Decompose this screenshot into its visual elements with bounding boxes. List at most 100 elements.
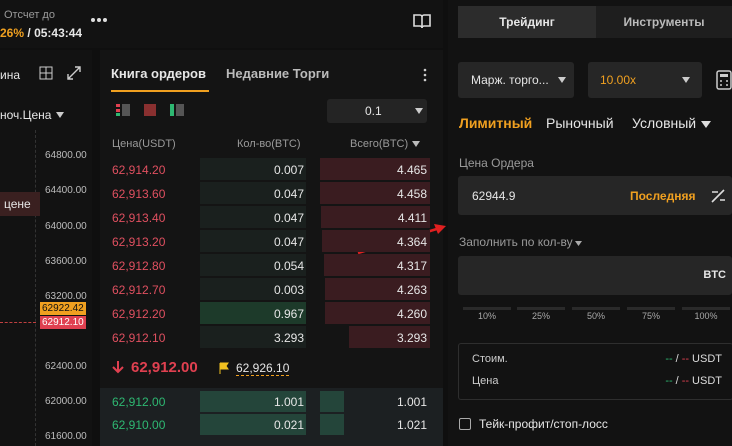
top-bar: [0, 0, 443, 48]
percent-label: 50%: [586, 311, 605, 321]
order-type-active[interactable]: Лимитный: [459, 115, 533, 131]
flag-icon: [219, 362, 229, 374]
summary-sep: /: [675, 353, 679, 365]
depth-bar: [322, 230, 430, 252]
ask-qty: 0.003: [273, 283, 304, 297]
book-icon[interactable]: [413, 13, 431, 29]
margin-select[interactable]: Марж. торго...: [458, 62, 574, 98]
ask-total: 4.465: [396, 163, 427, 177]
slider-segment: [572, 307, 620, 310]
summary-value: -- / -- USDT: [662, 375, 722, 387]
grid-line: [35, 130, 36, 446]
tab[interactable]: Инструменты: [623, 15, 705, 29]
ask-total: 4.411: [397, 211, 427, 225]
last-button[interactable]: Последняя: [630, 189, 696, 203]
bid-price: 62,912.00: [112, 395, 166, 409]
ask-qty: 0.054: [273, 259, 304, 273]
ask-price: 62,912.10: [112, 331, 166, 345]
axis-label: 62000.00: [45, 396, 87, 407]
precision-select[interactable]: 0.1: [327, 99, 427, 123]
depth-bar: [321, 206, 430, 228]
ask-price: 62,913.60: [112, 187, 166, 201]
depth-bar: [323, 254, 430, 276]
interval[interactable]: ина: [0, 68, 21, 82]
sep: /: [27, 26, 31, 40]
axis-label: 63600.00: [45, 256, 87, 267]
order-type[interactable]: Рыночный: [546, 115, 614, 131]
column-header: Цена(USDT): [112, 138, 176, 150]
column-text: Всего(BTC): [350, 138, 409, 150]
ask-price: 62,912.70: [112, 283, 166, 297]
ask-price: 62,913.40: [112, 211, 166, 225]
quantity-input[interactable]: BTC: [458, 256, 732, 295]
slider-segment: [517, 307, 565, 310]
checkbox[interactable]: [459, 418, 471, 430]
column-header[interactable]: Всего(BTC): [350, 138, 421, 150]
percent-label: 100%: [694, 311, 718, 321]
bid-total: 1.001: [396, 395, 427, 409]
quantity-text: Заполнить по кол-ву: [459, 235, 573, 249]
ask-price: 62,912.80: [112, 259, 166, 273]
summary-sell: --: [681, 375, 690, 387]
qty-bg: [200, 278, 306, 300]
caret: [558, 77, 566, 83]
ask-price: 62,914.20: [112, 163, 166, 177]
ask-price: 62,912.20: [112, 307, 166, 321]
caret: [415, 108, 423, 114]
summary-label: Цена: [472, 375, 499, 387]
qty-bg: [200, 230, 306, 252]
caret: [412, 141, 421, 147]
calculator-icon[interactable]: [716, 70, 732, 90]
precision: 0.1: [365, 104, 382, 118]
ask-qty: 0.007: [273, 163, 304, 177]
expand-icon[interactable]: [67, 66, 81, 80]
down-arrow: [112, 361, 124, 374]
view-icons[interactable]: [116, 104, 196, 116]
bid-qty: 0.021: [273, 418, 304, 432]
tab[interactable]: Недавние Торги: [226, 66, 330, 81]
price-type[interactable]: ноч.Цена: [0, 108, 65, 122]
tab-active[interactable]: Трейдинг: [458, 6, 596, 38]
leverage-select[interactable]: 10.00x: [588, 62, 702, 98]
percent: 26%: [0, 26, 25, 40]
order-type[interactable]: Условный: [632, 115, 712, 131]
slider-segment: [627, 307, 675, 310]
axis-label: 64800.00: [45, 150, 87, 161]
quantity-label[interactable]: Заполнить по кол-ву: [459, 235, 582, 249]
axis-label: 64000.00: [45, 221, 87, 232]
ask-qty: 0.047: [273, 235, 304, 249]
quantity-unit: BTC: [703, 269, 726, 281]
swap-icon[interactable]: [710, 188, 726, 204]
ask-total: 4.364: [396, 235, 427, 249]
ask-total: 4.458: [396, 187, 427, 201]
more-button[interactable]: [90, 16, 108, 24]
leverage: 10.00x: [600, 73, 637, 87]
ask-total: 4.263: [396, 283, 427, 297]
ask-qty: 3.293: [273, 331, 304, 345]
menu[interactable]: [422, 68, 428, 82]
axis-label: 61600.00: [45, 431, 87, 442]
mark-price[interactable]: 62,926.10: [236, 361, 290, 376]
qty-bg: [200, 254, 306, 276]
ask-total: 4.317: [396, 259, 427, 273]
qty-bg: [200, 182, 306, 204]
countdown: 26% / 05:43:44: [0, 26, 82, 40]
summary-value: -- / -- USDT: [662, 353, 722, 365]
mark-price-tag: 62912.10: [40, 316, 86, 329]
time: 05:43:44: [34, 26, 83, 40]
layout-icon[interactable]: [39, 66, 53, 80]
countdown-label: Отсчет до: [4, 9, 55, 21]
summary-label: Стоим.: [472, 353, 508, 365]
price-input[interactable]: 62944.9 Последняя: [458, 176, 732, 215]
caret: [682, 77, 690, 83]
caret: [574, 241, 582, 246]
depth-bar: [325, 302, 430, 324]
ask-total: 4.260: [396, 307, 427, 321]
qty-bg: [200, 326, 306, 348]
tab-active[interactable]: Книга ордеров: [111, 66, 206, 81]
qty-bg: [200, 302, 306, 324]
summary-sell: --: [681, 353, 690, 365]
summary-box: [458, 343, 732, 400]
qty-bg: [200, 158, 306, 180]
